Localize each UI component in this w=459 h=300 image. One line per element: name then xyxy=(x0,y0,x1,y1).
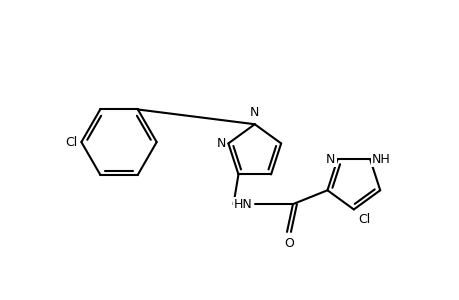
Text: Cl: Cl xyxy=(357,213,369,226)
Text: N: N xyxy=(325,153,335,166)
Text: Cl: Cl xyxy=(65,136,77,148)
Text: HN: HN xyxy=(234,198,252,211)
Text: N: N xyxy=(217,137,226,150)
Text: N: N xyxy=(250,106,259,119)
Text: O: O xyxy=(284,237,293,250)
Text: NH: NH xyxy=(371,153,390,166)
